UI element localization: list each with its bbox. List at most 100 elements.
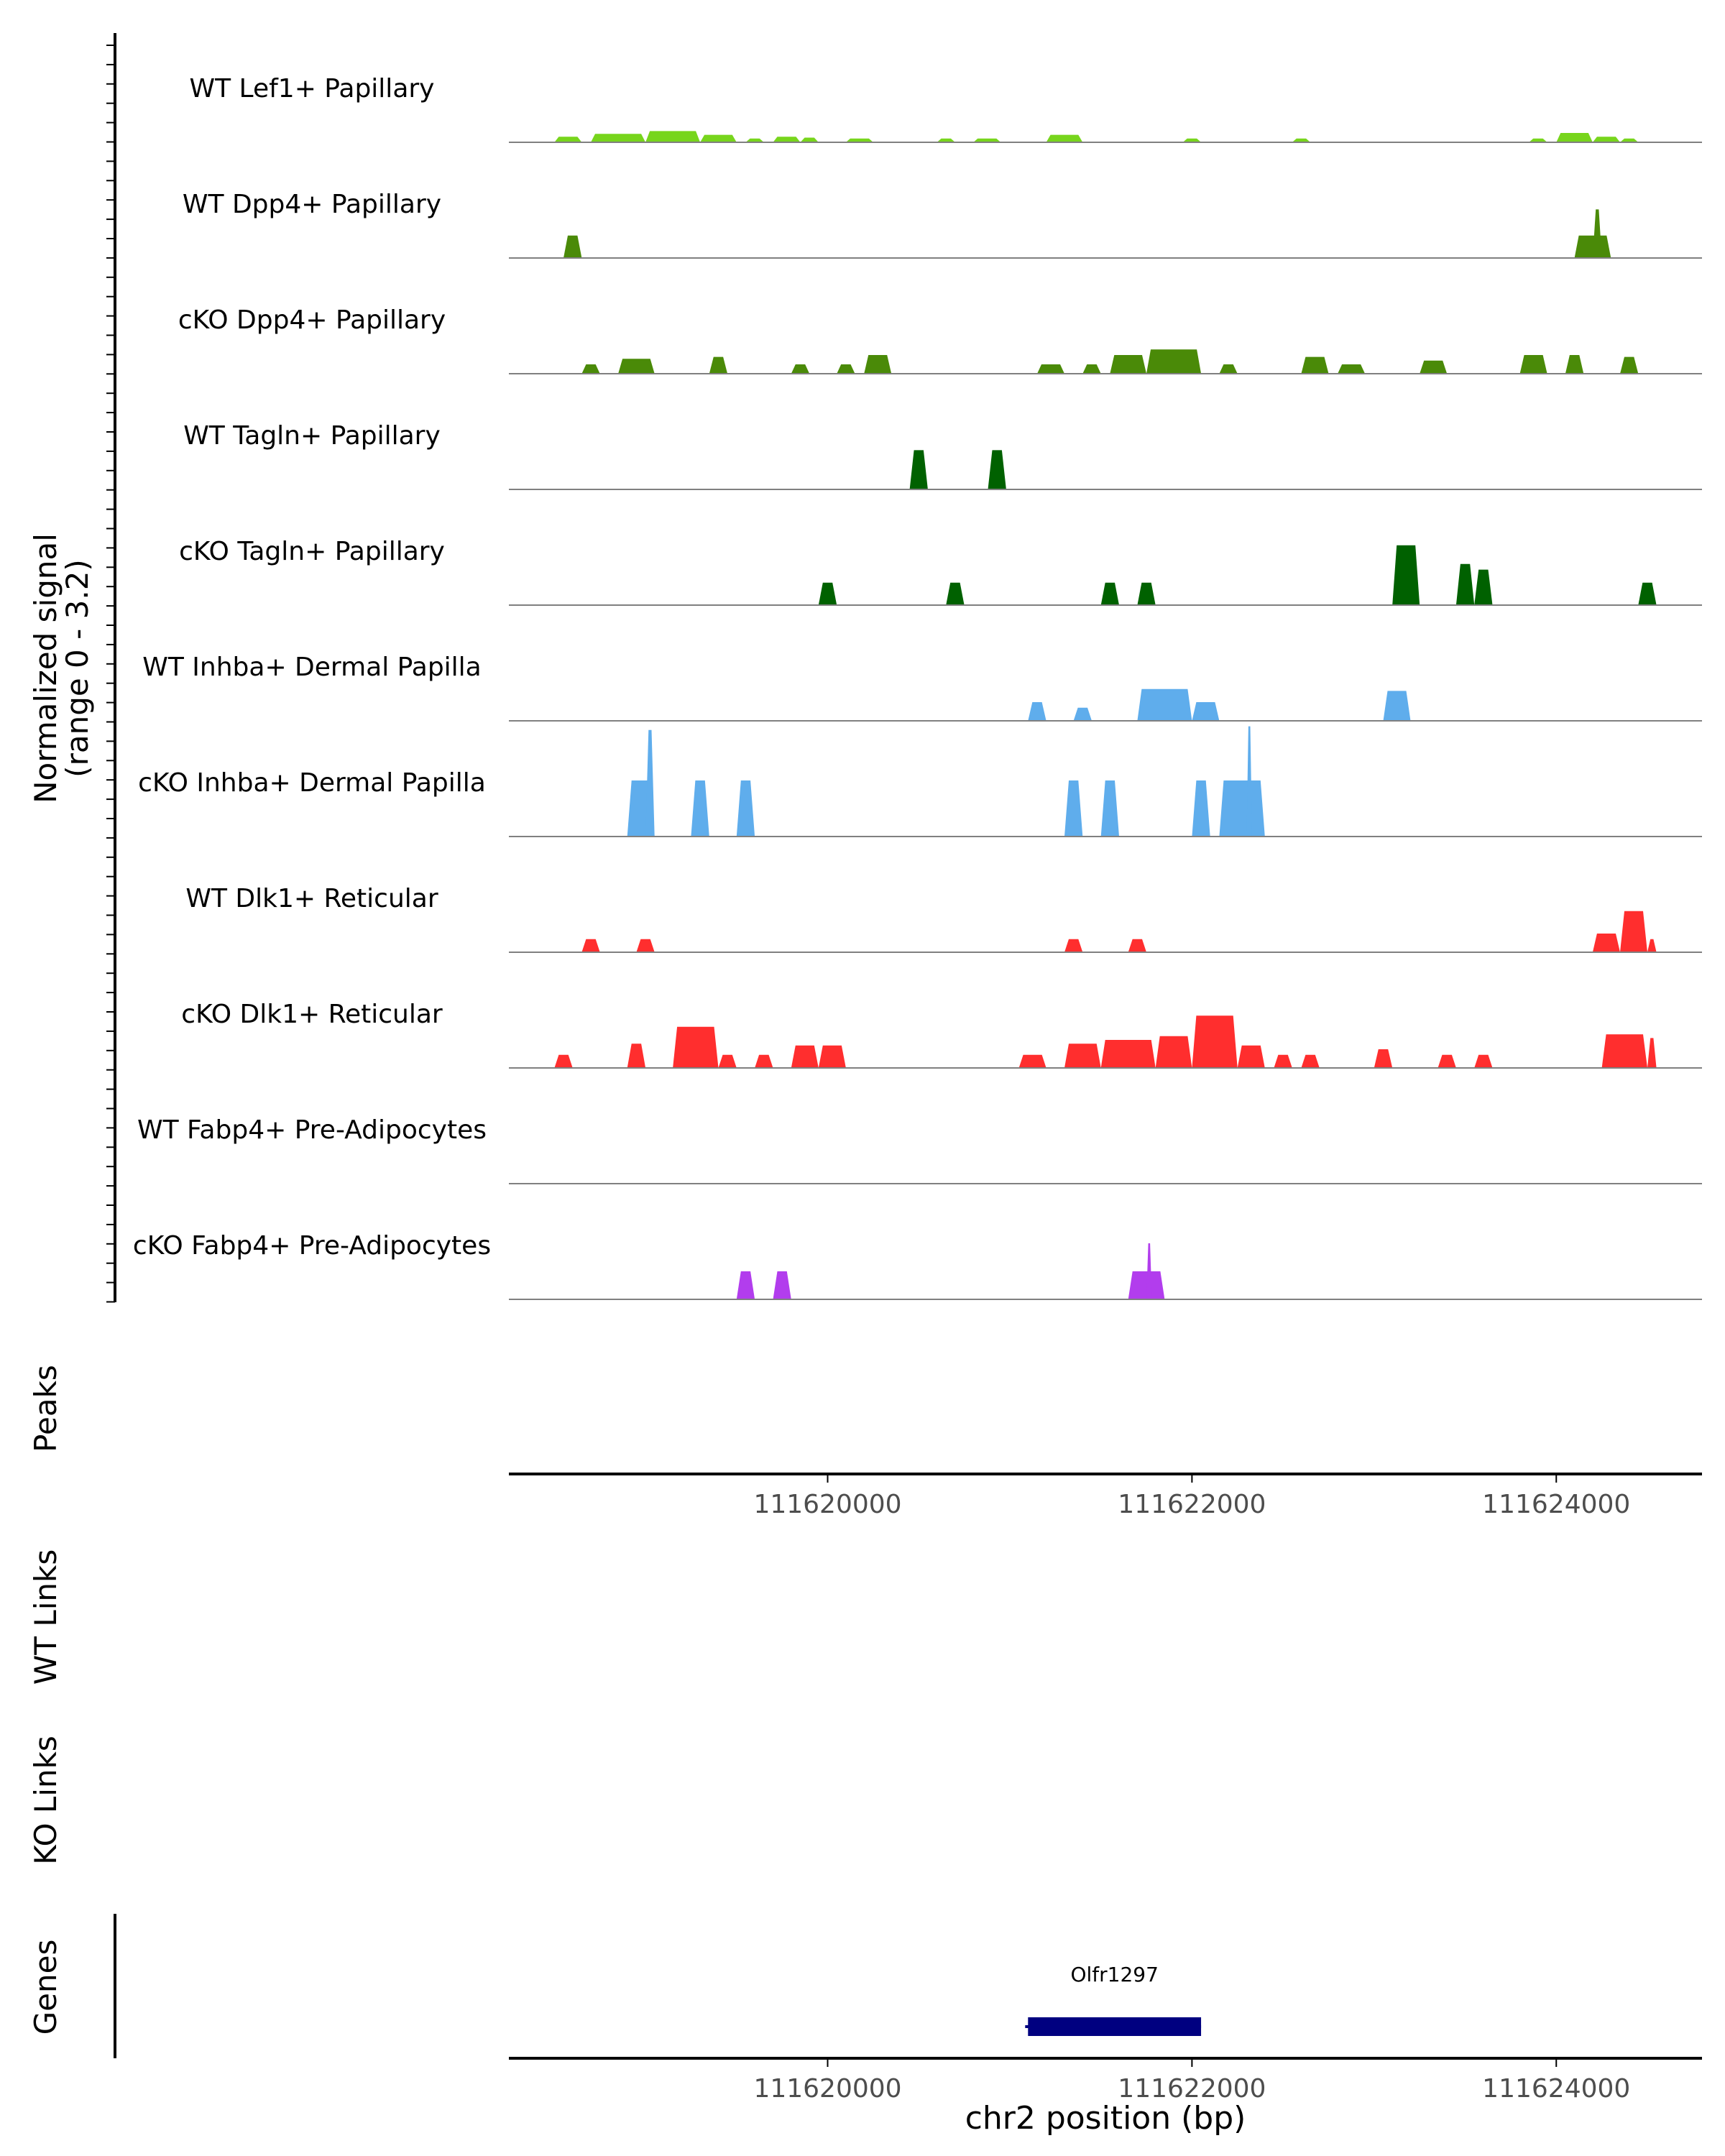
signal-peak (1146, 349, 1202, 374)
y-axis-ticks (106, 45, 115, 1303)
signal-peak (973, 138, 1001, 142)
signal-peak (554, 137, 582, 142)
signal-peak (1073, 707, 1092, 721)
coverage-track: cKO Fabp4+ Pre-Adipocytes (133, 1231, 1702, 1300)
signal-peak (1082, 364, 1101, 374)
signal-peak (1647, 939, 1657, 952)
signal-peak (1137, 582, 1156, 605)
signal-peak (1620, 356, 1639, 374)
signal-peak (1392, 545, 1420, 605)
signal-peak (564, 235, 582, 258)
signal-peak (1301, 356, 1329, 374)
signal-peak (718, 1054, 737, 1068)
signal-peak (591, 134, 646, 142)
genes-panel: Genes Olfr1297 111620000 111622000 1116240… (28, 1914, 1702, 2137)
signal-peak (937, 138, 955, 142)
signal-peak (1620, 138, 1639, 142)
x-tick-label: 111624000 (1482, 1490, 1630, 1519)
signal-peak (1219, 364, 1238, 374)
signal-peak (745, 138, 764, 142)
signal-peak (791, 1045, 819, 1068)
signal-peak (1592, 934, 1620, 952)
coverage-track: WT Dpp4+ Papillary (183, 190, 1702, 259)
x-axis-title: chr2 position (bp) (965, 2100, 1246, 2137)
coverage-track: WT Fabp4+ Pre-Adipocytes (137, 1115, 1702, 1184)
signal-peak (736, 1271, 755, 1299)
signal-peak (864, 355, 892, 374)
track-label: WT Tagln+ Papillary (183, 421, 441, 451)
signal-peak (988, 450, 1006, 489)
signal-peak (837, 364, 855, 374)
signal-peak (1110, 355, 1146, 374)
signal-peak (1100, 582, 1119, 605)
coverage-panel: WT Lef1+ Papillary WT Dpp4+ Papillary cKO … (28, 33, 1702, 1303)
signal-peak (755, 1054, 773, 1068)
signal-peak (1192, 1015, 1238, 1068)
track-label: WT Inhba+ Dermal Papilla (142, 653, 481, 682)
coverage-track: cKO Inhba+ Dermal Papilla (138, 726, 1702, 837)
signal-peak (1647, 1038, 1657, 1068)
signal-peak (627, 1044, 646, 1068)
signal-peak (1274, 1054, 1292, 1068)
signal-peak (1620, 911, 1647, 952)
signal-peak (554, 1054, 573, 1068)
track-label: cKO Fabp4+ Pre-Adipocytes (133, 1231, 491, 1261)
track-label: WT Fabp4+ Pre-Adipocytes (137, 1115, 487, 1145)
signal-peak (1338, 364, 1366, 374)
signal-peak (1137, 688, 1192, 721)
signal-peak (1128, 1271, 1165, 1299)
x-tick-label: 111622000 (1118, 2074, 1266, 2104)
signal-peak (1037, 364, 1064, 374)
ko-links-track-label: KO Links (28, 1736, 63, 1865)
signal-peak (1565, 355, 1584, 374)
signal-peak (1237, 1045, 1265, 1068)
peaks-track-label: Peaks (28, 1365, 63, 1452)
peaks-x-axis-ticks: 111620000 111622000 111624000 (753, 1474, 1630, 1519)
gene-label: Olfr1297 (1070, 1963, 1158, 1986)
track-label: cKO Inhba+ Dermal Papilla (138, 768, 486, 798)
track-label: cKO Dpp4+ Papillary (178, 305, 446, 335)
track-label: WT Dpp4+ Papillary (183, 190, 441, 219)
signal-peak (818, 582, 837, 605)
signal-peak (1301, 1054, 1320, 1068)
signal-peak (1574, 235, 1611, 258)
coverage-track: WT Lef1+ Papillary (190, 74, 1702, 143)
signal-peak (773, 1271, 791, 1299)
signal-peak (645, 131, 701, 142)
signal-peak (1100, 780, 1119, 837)
peaks-panel: Peaks 111620000 111622000 111624000 (28, 1365, 1702, 1519)
signal-peak (736, 780, 755, 837)
signal-peak (1438, 1054, 1456, 1068)
signal-peak (1374, 1049, 1393, 1068)
signal-peak (1519, 355, 1547, 374)
track-label: WT Lef1+ Papillary (190, 74, 435, 103)
x-tick-label: 111624000 (1482, 2074, 1630, 2104)
signal-peak (691, 780, 709, 837)
signal-peak (1474, 569, 1493, 605)
signal-peak (1529, 138, 1547, 142)
signal-peak (673, 1026, 719, 1068)
signal-peak (1219, 780, 1265, 837)
signal-peak (581, 939, 600, 952)
signal-peak (800, 137, 819, 142)
genes-x-axis-ticks: 111620000 111622000 111624000 (753, 2058, 1630, 2104)
signal-peak (1028, 702, 1046, 721)
signal-peak (1246, 726, 1252, 837)
signal-peak (818, 1045, 846, 1068)
track-label: cKO Tagln+ Papillary (179, 537, 445, 566)
coverage-track: WT Dlk1+ Reticular (185, 884, 1702, 953)
coverage-track: WT Tagln+ Papillary (183, 421, 1702, 490)
signal-peak (1192, 702, 1220, 721)
coverage-track: cKO Dlk1+ Reticular (181, 1000, 1702, 1069)
track-label: WT Dlk1+ Reticular (185, 884, 438, 913)
signal-peak (791, 364, 810, 374)
signal-peak (909, 450, 928, 489)
wt-links-track-label: WT Links (28, 1549, 63, 1685)
signal-peak (1146, 1243, 1152, 1299)
signal-peak (636, 939, 655, 952)
signal-peak (1064, 780, 1083, 837)
signal-peak (1455, 563, 1475, 605)
signal-peak (946, 582, 965, 605)
